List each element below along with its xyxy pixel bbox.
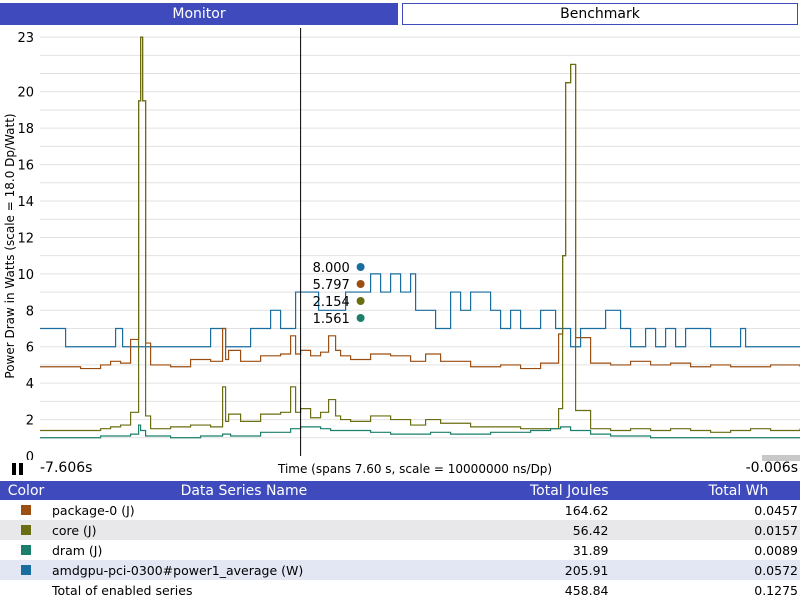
cursor-value: 5.797 xyxy=(313,278,350,293)
total-wh: 0.0457 xyxy=(754,502,798,518)
y-tick-label: 20 xyxy=(17,86,34,101)
series-name: dram (J) xyxy=(52,542,103,558)
total-joules: 458.84 xyxy=(564,582,609,598)
table-row[interactable]: package-0 (J) 164.62 0.0457 xyxy=(0,500,800,520)
cursor-dot xyxy=(356,314,365,322)
color-swatch[interactable] xyxy=(21,504,31,515)
chart-scrollbar[interactable] xyxy=(762,455,800,461)
x-axis-label: Time (spans 7.60 s, scale = 10000000 ns/… xyxy=(278,462,553,476)
y-tick-label: 4 xyxy=(26,377,34,392)
pause-icon[interactable] xyxy=(12,463,24,475)
header-color[interactable]: Color xyxy=(7,482,45,499)
total-row: Total of enabled series 458.84 0.1275 xyxy=(0,580,800,600)
y-tick-label: 16 xyxy=(17,159,34,174)
tab-benchmark[interactable]: Benchmark xyxy=(402,3,798,25)
table-row[interactable]: dram (J) 31.89 0.0089 xyxy=(0,540,800,560)
table-row[interactable]: core (J) 56.42 0.0157 xyxy=(0,520,800,540)
y-tick-label: 8 xyxy=(26,304,34,319)
header-name[interactable]: Data Series Name xyxy=(180,482,308,499)
cursor-value: 8.000 xyxy=(313,261,350,276)
color-swatch[interactable] xyxy=(21,544,31,555)
cursor-value: 1.561 xyxy=(313,312,350,327)
tab-bar: Monitor Benchmark xyxy=(0,0,800,28)
series-lines xyxy=(40,36,800,439)
y-tick-label: 18 xyxy=(17,122,34,137)
total-wh: 0.0157 xyxy=(754,522,798,538)
series-line xyxy=(40,424,800,439)
series-name: core (J) xyxy=(52,522,97,538)
y-tick-label: 12 xyxy=(17,231,34,246)
series-line xyxy=(40,273,800,348)
y-tick-label: 10 xyxy=(17,268,34,283)
total-wh: 0.0572 xyxy=(754,562,798,578)
color-swatch[interactable] xyxy=(21,564,31,575)
tab-monitor[interactable]: Monitor xyxy=(0,3,398,25)
y-tick-label: 23 xyxy=(17,31,34,46)
cursor-dot xyxy=(356,280,365,288)
total-joules: 31.89 xyxy=(572,542,609,558)
cursor-dot xyxy=(356,297,365,305)
power-chart[interactable]: 0 2 4 6 8 10 12 14 16 18 20 23 Power Draw in Watts … xyxy=(0,28,800,460)
x-max-label: -0.006s xyxy=(745,460,798,476)
table-header: Color Data Series Name Total Joules Tota… xyxy=(0,481,800,500)
series-table: Color Data Series Name Total Joules Tota… xyxy=(0,481,800,600)
y-tick-label: 6 xyxy=(26,341,34,356)
cursor-value: 2.154 xyxy=(313,295,350,310)
total-joules: 56.42 xyxy=(572,522,609,538)
cursor-dot xyxy=(356,263,365,271)
y-tick-label: 0 xyxy=(26,450,34,460)
total-label: Total of enabled series xyxy=(52,582,193,598)
total-joules: 164.62 xyxy=(564,502,609,518)
series-name: amdgpu-pci-0300#power1_average (W) xyxy=(52,562,304,578)
series-line xyxy=(40,36,800,433)
y-tick-label: 2 xyxy=(26,414,34,429)
y-axis-label: Power Draw in Watts (scale = 18.0 Dp/Wat… xyxy=(3,113,17,378)
total-wh: 0.1275 xyxy=(754,582,798,598)
total-joules: 205.91 xyxy=(564,562,609,578)
cursor-readout: 8.000 5.797 2.154 1.561 xyxy=(313,261,365,327)
series-line xyxy=(40,36,800,370)
y-tick-labels: 0 2 4 6 8 10 12 14 16 18 20 23 xyxy=(17,31,34,460)
header-wh[interactable]: Total Wh xyxy=(708,482,769,499)
y-tick-label: 14 xyxy=(17,195,34,210)
header-joules[interactable]: Total Joules xyxy=(530,482,609,499)
color-swatch[interactable] xyxy=(21,524,31,535)
total-wh: 0.0089 xyxy=(754,542,798,558)
chart-grid xyxy=(40,36,800,439)
x-min-label: -7.606s xyxy=(40,460,93,476)
series-name: package-0 (J) xyxy=(52,502,135,518)
table-row[interactable]: amdgpu-pci-0300#power1_average (W) 205.9… xyxy=(0,560,800,580)
